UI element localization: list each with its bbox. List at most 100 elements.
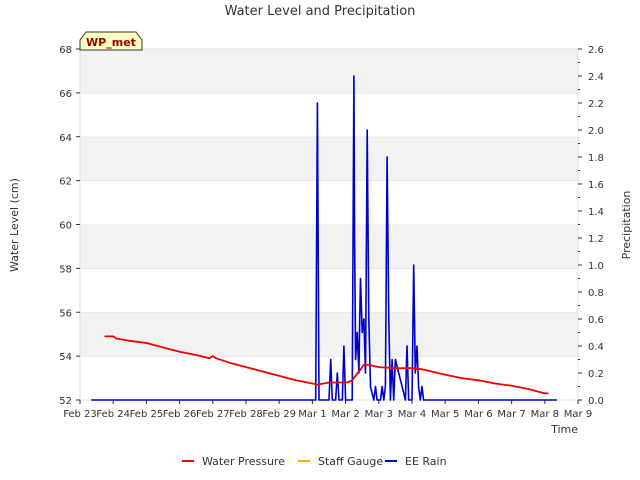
ee-rain-point xyxy=(335,399,337,401)
water-pressure-point xyxy=(115,337,118,340)
ee-rain-point xyxy=(418,385,420,388)
ee-rain-point xyxy=(406,345,408,347)
y-tick-label: 64 xyxy=(59,133,72,144)
y2-tick-label: 1.2 xyxy=(588,234,604,245)
chart-title: Water Level and Precipitation xyxy=(225,4,416,19)
y-tick-label: 68 xyxy=(59,45,72,56)
badge-label: WP_met xyxy=(86,36,136,49)
x-tick-label: Mar 4 xyxy=(398,409,426,420)
water-pressure-point xyxy=(431,370,433,373)
water-pressure-point xyxy=(129,340,131,342)
y-tick-label: 58 xyxy=(59,264,72,275)
ee-rain-point xyxy=(361,331,363,334)
y2-tick-label: 0.2 xyxy=(588,369,604,380)
ee-rain-point xyxy=(91,399,93,401)
y-tick-label: 52 xyxy=(59,396,72,407)
ee-rain-point xyxy=(315,399,317,401)
y2-tick-label: 1.8 xyxy=(588,153,604,164)
legend-label: Staff Gauge xyxy=(318,455,383,468)
x-tick-label: Mar 5 xyxy=(431,409,459,420)
ee-rain-point xyxy=(373,399,375,401)
ee-rain-point xyxy=(343,345,345,347)
ee-rain-point xyxy=(356,331,358,334)
water-pressure-point xyxy=(378,366,380,368)
grid-band xyxy=(80,312,578,357)
y-tick-label: 54 xyxy=(59,352,72,363)
y2-tick-label: 2.2 xyxy=(588,99,604,110)
ee-rain-point xyxy=(413,264,415,266)
grid-band xyxy=(80,92,578,137)
x-tick-label: Feb 24 xyxy=(96,409,130,420)
ee-rain-point xyxy=(318,399,320,401)
y-tick-label: 60 xyxy=(59,221,72,232)
ee-rain-point xyxy=(376,399,378,401)
y-tick-label: 62 xyxy=(59,177,72,188)
water-pressure-point xyxy=(104,335,106,337)
ee-rain-point xyxy=(345,399,347,401)
grid-band xyxy=(80,136,578,181)
water-pressure-point xyxy=(179,351,181,353)
x-tick-label: Feb 26 xyxy=(163,409,197,420)
water-pressure-point xyxy=(311,382,313,385)
water-pressure-point xyxy=(341,381,343,384)
water-pressure-point xyxy=(215,357,217,359)
water-pressure-point xyxy=(262,370,264,373)
water-pressure-point xyxy=(346,381,348,384)
y2-tick-label: 1.4 xyxy=(588,207,604,218)
ee-rain-point xyxy=(366,129,368,131)
grid-band xyxy=(80,268,578,313)
ee-rain-point xyxy=(414,372,416,374)
water-pressure-point xyxy=(228,362,230,364)
ee-rain-point xyxy=(555,399,558,401)
water-pressure-point xyxy=(245,366,247,368)
ee-rain-point xyxy=(408,399,410,401)
y2-tick-label: 1.0 xyxy=(588,261,604,272)
x-tick-label: Mar 2 xyxy=(331,409,359,420)
x-axis-label: Time xyxy=(550,423,578,436)
water-pressure-point xyxy=(421,368,423,370)
water-pressure-point xyxy=(351,379,353,381)
x-tick-label: Mar 7 xyxy=(497,409,525,420)
water-pressure-point xyxy=(394,367,396,369)
water-pressure-point xyxy=(527,388,529,390)
water-pressure-point xyxy=(278,375,280,377)
y2-tick-label: 1.6 xyxy=(588,180,604,191)
ee-rain-point xyxy=(316,102,318,104)
ee-rain-point xyxy=(404,399,406,401)
ee-rain-point xyxy=(328,399,330,401)
ee-rain-point xyxy=(423,399,425,401)
x-tick-label: Feb 27 xyxy=(196,409,230,420)
ee-rain-point xyxy=(379,399,382,401)
legend-label: EE Rain xyxy=(405,455,447,468)
grid-bands xyxy=(80,48,578,400)
ee-rain-point xyxy=(364,372,367,374)
water-pressure-point xyxy=(368,364,370,366)
x-tick-label: Feb 29 xyxy=(262,409,296,420)
water-pressure-point xyxy=(112,335,114,337)
ee-rain-point xyxy=(383,399,385,401)
series-water-pressure xyxy=(104,335,549,395)
water-pressure-point xyxy=(444,374,446,376)
x-tick-label: Feb 23 xyxy=(63,409,97,420)
grid-band xyxy=(80,49,578,93)
y-axis-label: Water Level (cm) xyxy=(8,178,21,272)
ee-rain-point xyxy=(416,345,418,347)
x-tick-label: Mar 8 xyxy=(531,409,559,420)
water-pressure-point xyxy=(477,379,479,381)
badge: WP_met xyxy=(79,31,143,51)
ee-rain-point xyxy=(341,399,343,401)
ee-rain-point xyxy=(353,75,355,77)
ee-rain-point xyxy=(369,385,372,388)
y2-tick-label: 0.8 xyxy=(588,288,604,299)
water-pressure-point xyxy=(511,385,513,387)
x-tick-label: Mar 1 xyxy=(298,409,326,420)
x-tick-label: Feb 25 xyxy=(130,409,164,420)
ee-rain-point xyxy=(330,358,332,361)
ee-rain-point xyxy=(336,372,338,374)
badge-shape xyxy=(79,31,143,51)
y-axis-right: 0.0 0.2 0.4 0.6 0.8 1.0 1.2 1.4 1.6 1.8 2.0 2.2 2.4 2… xyxy=(578,45,604,407)
ee-rain-point xyxy=(353,237,356,239)
ee-rain-point xyxy=(331,399,333,401)
y2-tick-label: 0.6 xyxy=(588,315,604,326)
